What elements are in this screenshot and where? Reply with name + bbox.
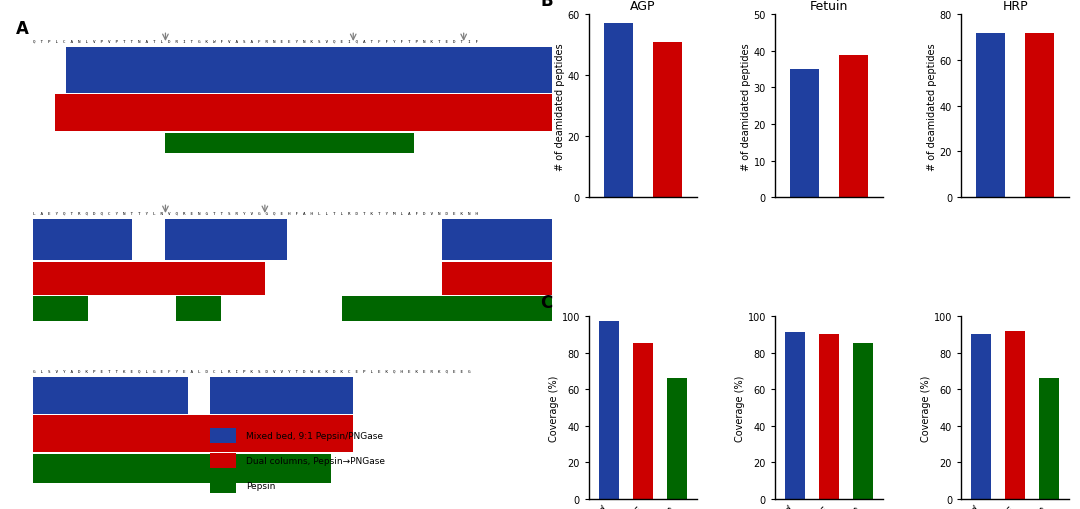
Bar — [176, 297, 220, 321]
Bar — [320, 133, 387, 154]
Bar — [332, 95, 525, 132]
Bar — [210, 478, 237, 494]
Bar — [314, 95, 552, 132]
Bar — [176, 220, 265, 261]
Bar — [55, 95, 309, 132]
Bar — [232, 377, 314, 414]
Bar — [32, 377, 188, 414]
Bar — [50, 220, 121, 261]
Bar — [265, 95, 536, 132]
Bar — [39, 220, 110, 261]
Bar — [32, 262, 265, 295]
Bar — [309, 133, 414, 154]
Bar — [652, 43, 683, 197]
Bar — [44, 415, 309, 453]
Bar — [337, 48, 536, 93]
Bar — [599, 322, 619, 499]
Bar — [789, 70, 820, 197]
Bar — [287, 48, 552, 93]
Bar — [105, 48, 293, 93]
Bar — [121, 48, 287, 93]
Text: C: C — [540, 293, 553, 312]
Title: HRP: HRP — [1002, 0, 1028, 13]
Text: Q  T  P  L  C  A  N  L  V  P  V  P  T  T  N  A  T  L  D  R  I  T  G  K  W  F  V : Q T P L C A N L V P V P T T N A T L D R … — [32, 40, 477, 44]
Bar — [210, 453, 237, 468]
Bar — [971, 334, 991, 499]
Bar — [453, 220, 541, 261]
Y-axis label: Coverage (%): Coverage (%) — [734, 375, 745, 441]
Text: Mixed bed, 9:1 Pepsin/PNGase: Mixed bed, 9:1 Pepsin/PNGase — [246, 431, 383, 440]
Bar — [839, 55, 868, 197]
Bar — [55, 415, 270, 453]
Bar — [1039, 378, 1059, 499]
Y-axis label: # of deamidated peptides: # of deamidated peptides — [555, 43, 565, 170]
Bar — [32, 454, 325, 483]
Bar — [165, 133, 325, 154]
Bar — [210, 415, 353, 453]
Text: L  A  E  Y  Q  T  R  Q  D  Q  C  Y  N  T  T  Y  L  N  V  Q  R  E  N  G  T  T  S : L A E Y Q T R Q D Q C Y N T T Y L N V Q … — [32, 211, 477, 215]
Bar — [77, 48, 254, 93]
Y-axis label: # of deamidated peptides: # of deamidated peptides — [741, 43, 751, 170]
Bar — [976, 34, 1005, 197]
Bar — [248, 95, 552, 132]
Bar — [442, 297, 552, 321]
Bar — [309, 48, 513, 93]
Title: Fetuin: Fetuin — [810, 0, 848, 13]
Bar — [32, 220, 133, 261]
Bar — [819, 334, 839, 499]
Bar — [785, 333, 806, 499]
Bar — [353, 297, 536, 321]
Bar — [633, 344, 653, 499]
Bar — [275, 95, 508, 132]
Bar — [442, 262, 552, 295]
Bar — [353, 48, 518, 93]
Text: G  L  S  V  Y  A  D  K  P  E  T  T  K  E  Q  L  G  E  F  Y  E  A  L  D  C  L  R : G L S V Y A D K P E T T K E Q L G E F Y … — [32, 369, 471, 373]
Bar — [342, 297, 552, 321]
Bar — [176, 133, 303, 154]
Bar — [66, 95, 287, 132]
Bar — [1025, 34, 1054, 197]
Bar — [210, 454, 332, 483]
Bar — [44, 454, 298, 483]
Y-axis label: Coverage (%): Coverage (%) — [549, 375, 558, 441]
Bar — [853, 344, 873, 499]
Bar — [220, 454, 298, 483]
Bar — [1005, 331, 1025, 499]
Text: B: B — [540, 0, 553, 10]
Bar — [32, 454, 188, 483]
Bar — [320, 48, 552, 93]
Y-axis label: # of deamidated peptides: # of deamidated peptides — [927, 43, 936, 170]
Bar — [298, 48, 536, 93]
Text: A: A — [16, 20, 29, 38]
Bar — [210, 377, 353, 414]
Text: Pepsin: Pepsin — [246, 482, 275, 490]
Bar — [32, 415, 342, 453]
Bar — [66, 48, 298, 93]
Bar — [32, 297, 89, 321]
Bar — [604, 24, 633, 197]
Bar — [116, 48, 309, 93]
Text: Dual columns, Pepsin→PNGase: Dual columns, Pepsin→PNGase — [246, 456, 386, 465]
Bar — [442, 220, 552, 261]
Title: AGP: AGP — [631, 0, 656, 13]
Bar — [55, 262, 215, 295]
Bar — [39, 377, 160, 414]
Y-axis label: Coverage (%): Coverage (%) — [921, 375, 931, 441]
Bar — [220, 377, 332, 414]
Bar — [32, 415, 243, 453]
Bar — [77, 95, 265, 132]
Bar — [44, 262, 243, 295]
Bar — [364, 297, 508, 321]
Bar — [666, 378, 687, 499]
Bar — [220, 415, 320, 453]
Bar — [165, 220, 287, 261]
Bar — [55, 454, 243, 483]
Bar — [453, 262, 536, 295]
Bar — [210, 428, 237, 443]
Bar — [89, 95, 243, 132]
Bar — [89, 48, 270, 93]
Bar — [133, 95, 220, 132]
Bar — [50, 377, 144, 414]
